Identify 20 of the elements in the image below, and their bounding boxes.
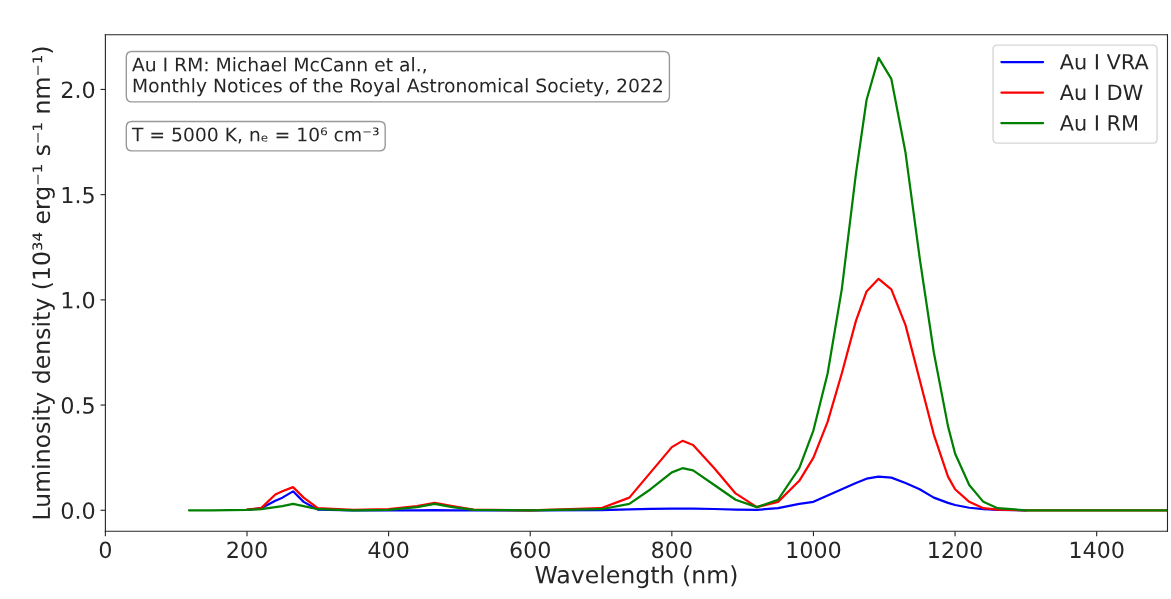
x-tick-label: 1000 [787,541,841,559]
y-tick-label: 1.0 [62,291,95,309]
annotation: T = 5000 K, nₑ = 10⁶ cm⁻³ [131,127,379,144]
y-tick-label: 1.5 [62,186,94,204]
legend-label: Au I VRA [1059,54,1149,70]
x-tick-label: 0 [99,541,111,559]
x-tick-label: 1400 [1070,541,1124,559]
x-tick-label: 1200 [929,541,982,559]
annotation: Au I RM: Michael McCann et al., Monthly Notices of the Royal Astronomical Society, 2022 [132,57,662,97]
y-tick-label: 2.0 [61,81,95,99]
legend-label: Au I RM [1059,115,1138,131]
y-axis-title: Luminosity density (10³⁴ erg⁻¹ s⁻¹ nm⁻¹) [31,47,55,519]
x-tick-label: 600 [510,541,550,559]
x-axis-title: Wavelength (nm) [535,565,737,589]
y-tick-label: 0.0 [61,502,95,520]
x-tick-label: 200 [227,541,267,559]
y-tick-label: 0.5 [61,397,94,414]
x-tick-label: 400 [368,541,409,559]
x-tick-label: 800 [652,541,692,559]
legend-label: Au I DW [1059,84,1143,101]
